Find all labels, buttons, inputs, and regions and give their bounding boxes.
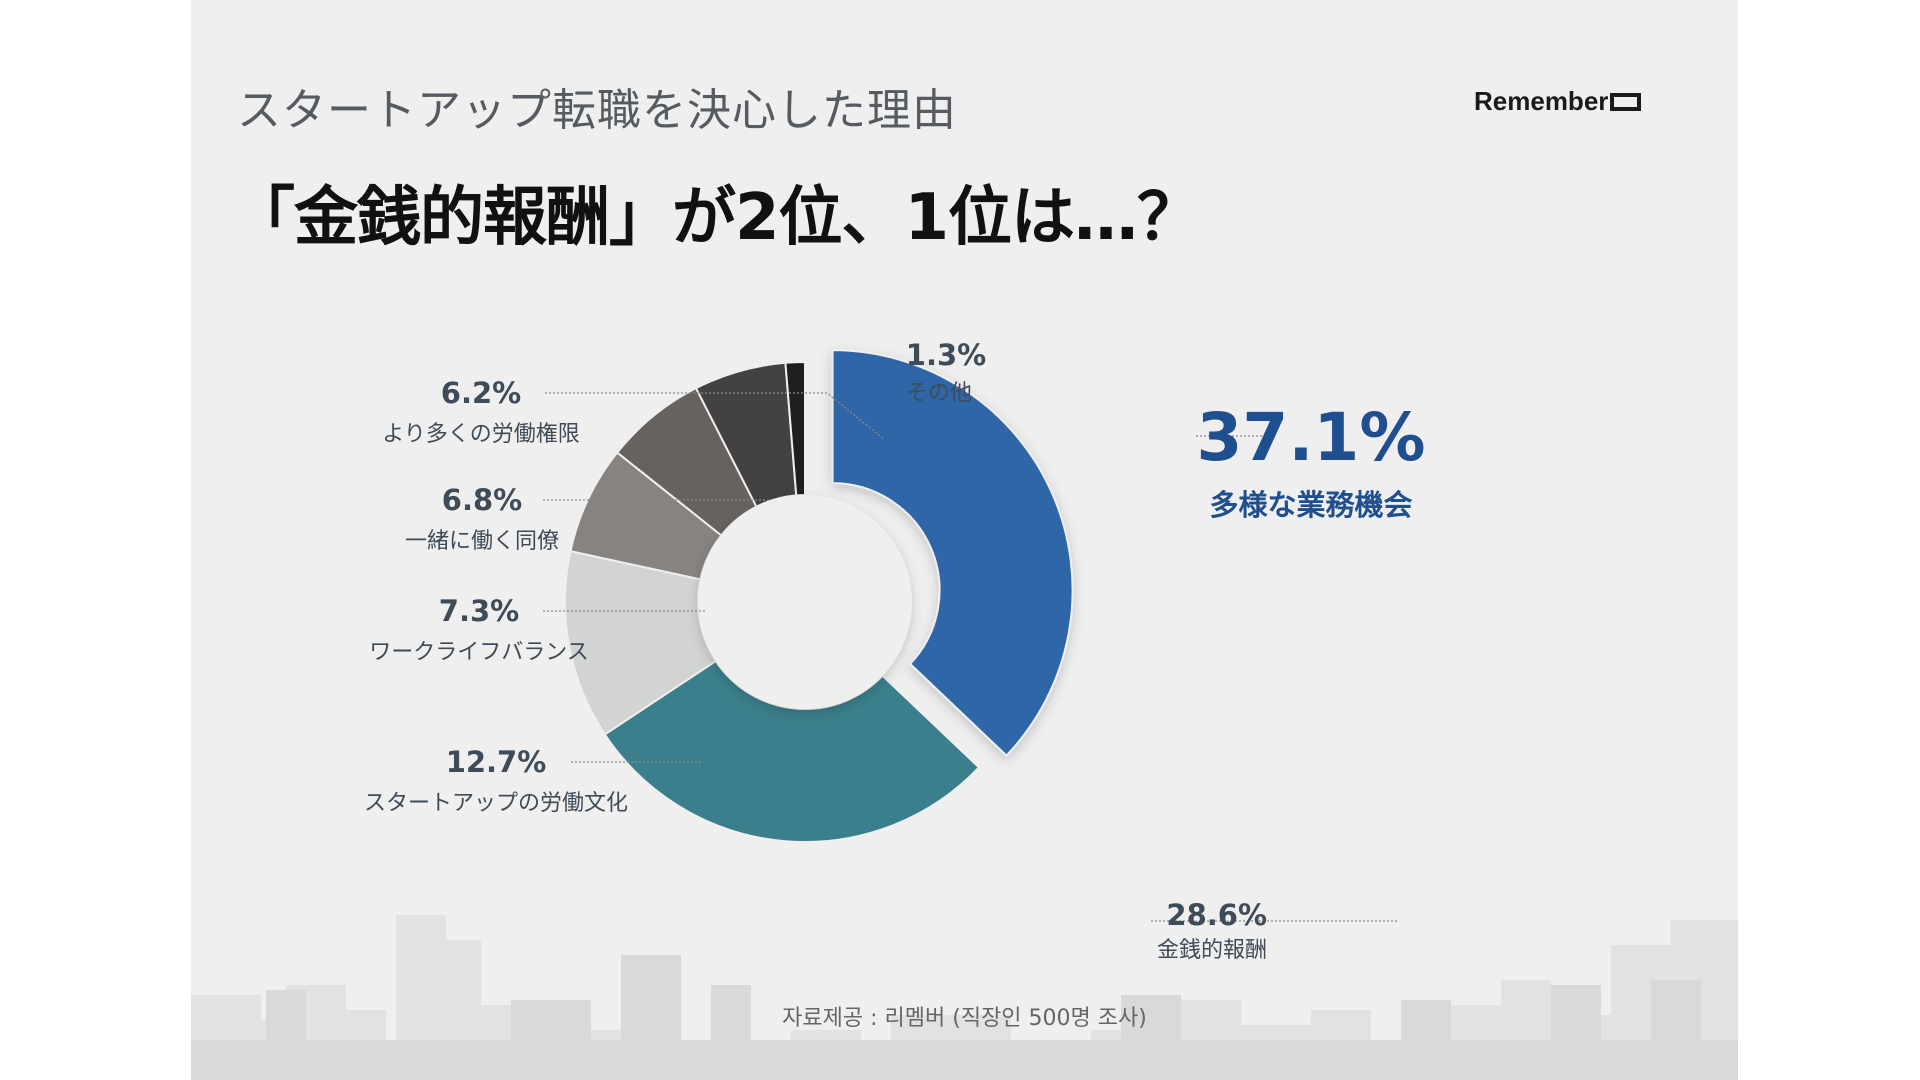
- logo-box-icon: [1610, 92, 1642, 111]
- slice-value-label-4: 7.3%: [439, 594, 519, 628]
- donut-hole: [698, 495, 912, 709]
- slice-category-label-1: 多様な業務機会: [1209, 488, 1412, 522]
- donut-chart: 37.1% 多様な業務機会 28.6% 金銭的報酬 12.7% スタートアップの労働文化 7…: [364, 338, 1426, 963]
- headline: 「金銭的報酬」が2位、1位は…？: [231, 181, 1201, 255]
- subtitle: スタートアップ転職を決心した理由: [237, 85, 957, 136]
- slice-value-label-6: 6.2%: [441, 376, 521, 410]
- slice-value-label-7: 1.3%: [906, 338, 986, 372]
- slice-category-label-2: 金銭的報酬: [1157, 938, 1267, 963]
- remember-logo: Remember: [1474, 86, 1642, 117]
- slice-value-label-3: 12.7%: [446, 745, 547, 779]
- logo-text: Remember: [1474, 86, 1609, 116]
- slice-category-label-7: その他: [906, 381, 972, 406]
- infographic-card: スタートアップ転職を決心した理由 「金銭的報酬」が2位、1位は…？ Rememb…: [191, 0, 1738, 1080]
- slice-value-label-1: 37.1%: [1197, 399, 1426, 476]
- source-note: 자료제공 : 리멤버 (직장인 500명 조사): [782, 1006, 1147, 1031]
- slice-category-label-5: 一緒に働く同僚: [405, 529, 559, 554]
- slice-value-label-5: 6.8%: [442, 483, 522, 517]
- leader-line-6: [545, 392, 885, 440]
- slice-category-label-6: より多くの労働権限: [382, 422, 580, 447]
- slice-value-label-2: 28.6%: [1166, 898, 1267, 932]
- slice-category-label-4: ワークライフバランス: [369, 640, 589, 665]
- slice-category-label-3: スタートアップの労働文化: [364, 791, 628, 816]
- donut-slice-1: [831, 349, 1074, 757]
- skyline-background: [191, 915, 1738, 1080]
